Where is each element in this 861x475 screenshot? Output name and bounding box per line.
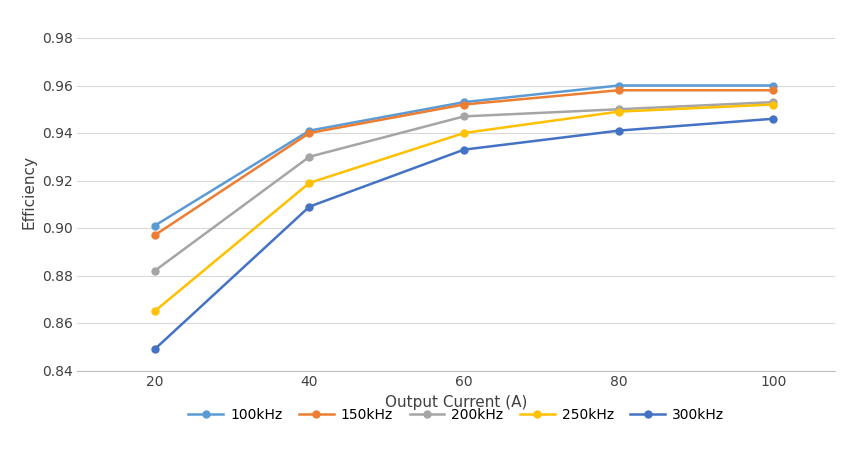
Line: 150kHz: 150kHz <box>152 87 777 238</box>
100kHz <box>768 83 778 88</box>
150kHz <box>459 102 469 107</box>
200kHz <box>304 154 314 160</box>
200kHz <box>614 106 624 112</box>
200kHz <box>150 268 160 274</box>
200kHz <box>459 114 469 119</box>
150kHz <box>768 87 778 93</box>
200kHz <box>768 99 778 105</box>
X-axis label: Output Current (A): Output Current (A) <box>385 395 528 410</box>
Line: 300kHz: 300kHz <box>152 115 777 352</box>
100kHz <box>150 223 160 228</box>
150kHz <box>304 130 314 136</box>
300kHz <box>304 204 314 209</box>
250kHz <box>459 130 469 136</box>
Line: 100kHz: 100kHz <box>152 82 777 229</box>
300kHz <box>150 346 160 352</box>
150kHz <box>150 232 160 238</box>
100kHz <box>614 83 624 88</box>
Line: 200kHz: 200kHz <box>152 99 777 274</box>
250kHz <box>614 109 624 114</box>
300kHz <box>614 128 624 133</box>
Legend: 100kHz, 150kHz, 200kHz, 250kHz, 300kHz: 100kHz, 150kHz, 200kHz, 250kHz, 300kHz <box>183 403 730 428</box>
250kHz <box>768 102 778 107</box>
100kHz <box>459 99 469 105</box>
300kHz <box>768 116 778 122</box>
Line: 250kHz: 250kHz <box>152 101 777 314</box>
100kHz <box>304 128 314 133</box>
Y-axis label: Efficiency: Efficiency <box>22 155 36 229</box>
150kHz <box>614 87 624 93</box>
250kHz <box>304 180 314 186</box>
300kHz <box>459 147 469 152</box>
250kHz <box>150 308 160 314</box>
